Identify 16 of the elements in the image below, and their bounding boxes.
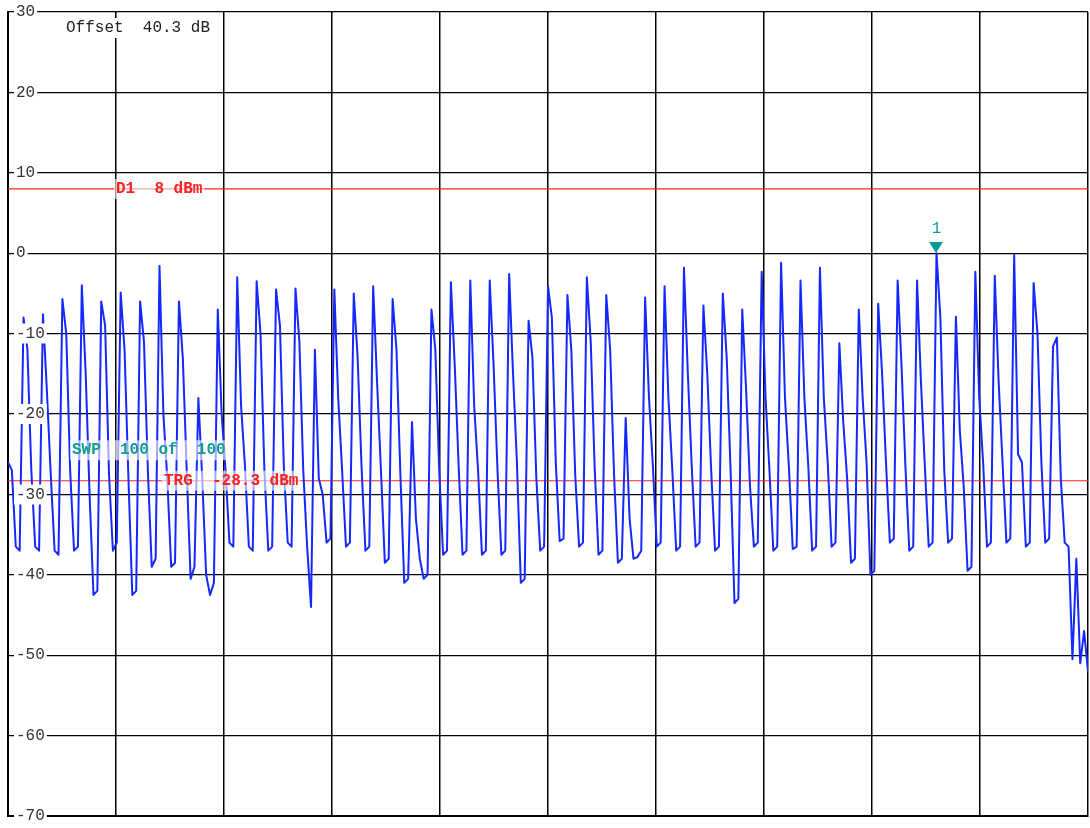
- annotation: Offset 40.3 dB: [66, 19, 211, 38]
- y-tick-label: 0: [16, 244, 26, 263]
- y-tick-label: -60: [16, 726, 45, 745]
- y-tick-label: 10: [16, 164, 36, 183]
- y-tick-label: -10: [16, 324, 45, 343]
- y-tick-label: 20: [16, 83, 36, 102]
- annotation: 1: [931, 220, 942, 239]
- annotation: SWP 100 of 100: [72, 441, 226, 460]
- y-tick-label: -50: [16, 646, 45, 665]
- y-tick-label: -70: [16, 807, 45, 826]
- y-tick-label: -20: [16, 405, 45, 424]
- y-tick-label: -30: [16, 485, 45, 504]
- ref-line-label: TRG -28.3 dBm: [164, 471, 299, 490]
- y-tick-label: 30: [16, 3, 36, 22]
- ref-line-label: D1 8 dBm: [116, 179, 203, 198]
- y-tick-label: -40: [16, 566, 45, 585]
